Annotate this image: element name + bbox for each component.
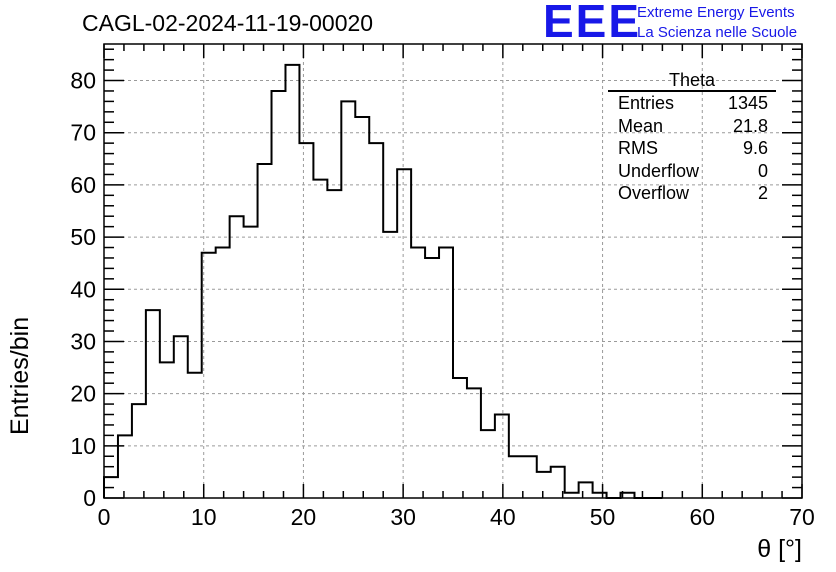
histogram-bin (411, 248, 425, 498)
stats-row-entries: Entries 1345 (608, 92, 776, 115)
stats-label: Mean (618, 115, 664, 136)
stats-box: Theta Entries 1345 Mean 21.8 RMS 9.6 Und… (608, 70, 776, 205)
histogram-line (103, 63, 663, 499)
x-axis-label: θ [°] (757, 535, 802, 563)
histogram-bin (341, 101, 355, 498)
histogram-bin (579, 482, 593, 498)
y-tick-label: 0 (83, 485, 96, 511)
histogram-bin (537, 472, 551, 498)
x-tick-label: 30 (390, 504, 416, 530)
histogram-bin (467, 388, 481, 498)
histogram-bin (258, 164, 272, 498)
stats-row-overflow: Overflow 2 (608, 182, 776, 205)
histogram-bin (481, 430, 495, 498)
y-tick-label: 20 (70, 381, 96, 407)
histogram-bin (327, 190, 341, 498)
stats-value: 9.6 (742, 138, 768, 158)
x-tick-label: 50 (590, 504, 616, 530)
stats-title: Theta (608, 70, 776, 92)
histogram-bin (425, 258, 439, 498)
histogram-bin (523, 456, 537, 498)
y-tick-label: 10 (70, 433, 96, 459)
histogram-bin (104, 477, 118, 498)
histogram-bin (188, 373, 202, 498)
histogram-bin (355, 117, 369, 498)
y-axis-label: Entries/bin (6, 316, 34, 435)
y-tick-label: 40 (70, 276, 96, 302)
plot-frame (103, 43, 803, 499)
stats-label: RMS (618, 138, 658, 158)
histogram-bin (174, 336, 188, 498)
stats-label: Underflow (618, 160, 700, 181)
axis-ticks (103, 44, 803, 499)
y-tick-label: 30 (70, 328, 96, 354)
histogram-bin (244, 227, 258, 498)
stats-value: 1345 (727, 93, 768, 113)
histogram-bin (285, 65, 299, 498)
histogram-bin (551, 467, 565, 498)
stats-label: Overflow (618, 183, 690, 203)
histogram-bin (313, 180, 327, 498)
chart-title: CAGL-02-2024-11-19-00020 (82, 10, 374, 36)
y-tick-label: 80 (70, 68, 96, 94)
x-tick-labels: 0 10 20 30 40 50 60 70 (98, 504, 815, 530)
histogram-bin (160, 362, 174, 498)
histogram-bin (202, 253, 216, 498)
logo-caption-line2: La Scienza nelle Scuole (637, 24, 798, 41)
stats-value: 0 (757, 160, 768, 181)
histogram-bin (509, 456, 523, 498)
histogram-bin (439, 248, 453, 498)
stats-value: 21.8 (732, 115, 768, 136)
y-tick-label: 50 (70, 224, 96, 250)
x-tick-label: 0 (98, 504, 111, 530)
histogram-bin (383, 232, 397, 498)
histogram-bin (118, 435, 132, 498)
histogram-bin (230, 216, 244, 498)
stats-value: 2 (757, 183, 768, 203)
histogram-bin (565, 493, 579, 498)
y-tick-label: 70 (70, 120, 96, 146)
histogram-bin (299, 143, 313, 498)
histogram-bin (369, 143, 383, 498)
histogram-bin (397, 169, 411, 498)
x-tick-label: 60 (689, 504, 715, 530)
y-tick-labels: 0 10 20 30 40 50 60 70 80 (70, 68, 96, 511)
stats-row-rms: RMS 9.6 (608, 137, 776, 160)
x-tick-label: 10 (191, 504, 217, 530)
histogram-bin (593, 493, 607, 498)
histogram-bin (272, 91, 286, 498)
histogram-bin (495, 415, 509, 498)
histogram-bin (216, 248, 230, 498)
x-tick-label: 40 (490, 504, 516, 530)
y-tick-label: 60 (70, 172, 96, 198)
x-tick-label: 70 (789, 504, 815, 530)
stats-row-underflow: Underflow 0 (608, 160, 776, 183)
histogram-bin (132, 404, 146, 498)
histogram-bin (146, 310, 160, 498)
x-tick-label: 20 (291, 504, 317, 530)
stats-label: Entries (618, 93, 675, 113)
logo-caption-line1: Extreme Energy Events (637, 4, 795, 21)
eee-logo: EEE (543, 0, 642, 47)
stats-row-mean: Mean 21.8 (608, 115, 776, 138)
histogram-bin (621, 493, 635, 498)
histogram-bin (453, 378, 467, 498)
